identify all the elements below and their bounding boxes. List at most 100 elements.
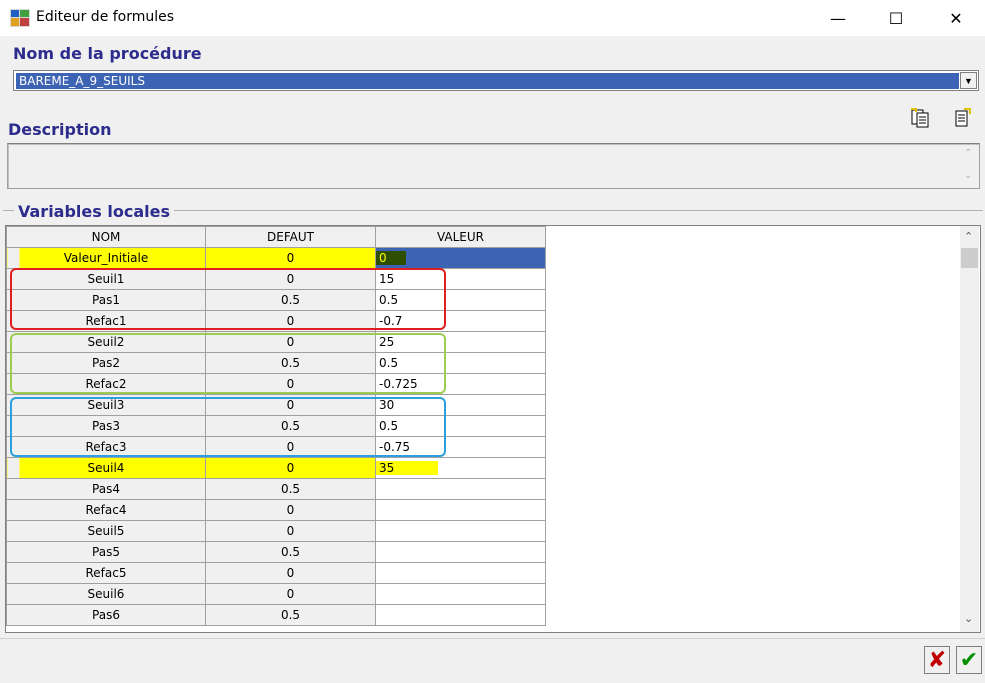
- cell-defaut[interactable]: 0.5: [205, 604, 376, 626]
- table-row[interactable]: Refac5 0: [6, 562, 546, 584]
- table-row[interactable]: Pas4 0.5: [6, 478, 546, 500]
- cell-valeur[interactable]: [375, 562, 546, 584]
- table-row[interactable]: Refac2 0 -0.725: [6, 373, 546, 395]
- cell-valeur-text: 35: [376, 461, 438, 475]
- cell-nom[interactable]: Pas4: [6, 478, 206, 500]
- table-row[interactable]: Seuil1 0 15: [6, 268, 546, 290]
- cell-valeur[interactable]: -0.7: [375, 310, 546, 332]
- cell-nom[interactable]: Refac4: [6, 499, 206, 521]
- cell-valeur[interactable]: 0.5: [375, 289, 546, 311]
- edit-document-icon[interactable]: [952, 108, 972, 128]
- table-row[interactable]: Refac4 0: [6, 499, 546, 521]
- cell-valeur[interactable]: [375, 541, 546, 563]
- app-icon: [10, 9, 30, 27]
- cell-nom[interactable]: Seuil5: [6, 520, 206, 542]
- table-row[interactable]: Pas1 0.5 0.5: [6, 289, 546, 311]
- cell-defaut[interactable]: 0.5: [205, 541, 376, 563]
- cell-nom[interactable]: Refac2: [6, 373, 206, 395]
- cancel-button[interactable]: ✘: [924, 646, 950, 674]
- cell-valeur[interactable]: 0: [375, 247, 546, 269]
- cell-valeur[interactable]: 0.5: [375, 415, 546, 437]
- minimize-button[interactable]: —: [830, 8, 846, 28]
- column-header-valeur[interactable]: VALEUR: [375, 226, 546, 248]
- table-row[interactable]: Pas6 0.5: [6, 604, 546, 626]
- scroll-up-icon[interactable]: ⌃: [964, 148, 973, 159]
- cell-defaut[interactable]: 0: [205, 373, 376, 395]
- table-row[interactable]: Valeur_Initiale 0 0: [6, 247, 546, 269]
- table-row[interactable]: Seuil4 0 35: [6, 457, 546, 479]
- table-row[interactable]: Seuil5 0: [6, 520, 546, 542]
- cell-defaut[interactable]: 0: [205, 247, 376, 269]
- cell-defaut[interactable]: 0: [205, 499, 376, 521]
- dropdown-arrow-icon[interactable]: ▼: [960, 72, 977, 89]
- cell-defaut[interactable]: 0.5: [205, 478, 376, 500]
- procedure-select[interactable]: BAREME_A_9_SEUILS ▼: [13, 70, 979, 91]
- cell-valeur[interactable]: 30: [375, 394, 546, 416]
- cell-nom[interactable]: Seuil1: [6, 268, 206, 290]
- cell-valeur[interactable]: 15: [375, 268, 546, 290]
- cell-valeur[interactable]: [375, 520, 546, 542]
- cell-valeur[interactable]: [375, 583, 546, 605]
- table-row[interactable]: Pas3 0.5 0.5: [6, 415, 546, 437]
- cell-defaut[interactable]: 0: [205, 394, 376, 416]
- cell-nom[interactable]: Refac3: [6, 436, 206, 458]
- cell-valeur[interactable]: [375, 478, 546, 500]
- cell-defaut[interactable]: 0: [205, 520, 376, 542]
- procedure-label: Nom de la procédure: [13, 44, 202, 63]
- cell-defaut[interactable]: 0.5: [205, 415, 376, 437]
- cell-defaut[interactable]: 0: [205, 268, 376, 290]
- cell-valeur[interactable]: 0.5: [375, 352, 546, 374]
- table-row[interactable]: Refac3 0 -0.75: [6, 436, 546, 458]
- cell-nom[interactable]: Pas3: [6, 415, 206, 437]
- cell-nom[interactable]: Seuil3: [6, 394, 206, 416]
- cell-defaut[interactable]: 0.5: [205, 352, 376, 374]
- cell-defaut[interactable]: 0: [205, 310, 376, 332]
- cell-defaut[interactable]: 0.5: [205, 289, 376, 311]
- cell-valeur[interactable]: 35: [375, 457, 546, 479]
- scroll-down-icon[interactable]: ⌄: [964, 170, 973, 181]
- table-row[interactable]: Pas5 0.5: [6, 541, 546, 563]
- cell-nom[interactable]: Valeur_Initiale: [6, 247, 206, 269]
- table-row[interactable]: Seuil3 0 30: [6, 394, 546, 416]
- table-row[interactable]: Seuil6 0: [6, 583, 546, 605]
- description-field[interactable]: ⌃ ⌄: [7, 143, 980, 189]
- table-row[interactable]: Refac1 0 -0.7: [6, 310, 546, 332]
- copy-formula-icon[interactable]: [910, 108, 930, 128]
- cell-defaut[interactable]: 0: [205, 331, 376, 353]
- table-row[interactable]: Pas2 0.5 0.5: [6, 352, 546, 374]
- cell-defaut[interactable]: 0: [205, 562, 376, 584]
- variables-label: Variables locales: [14, 202, 174, 221]
- groupbox-border: [3, 210, 983, 211]
- window-title: Editeur de formules: [36, 9, 175, 25]
- cell-nom[interactable]: Seuil6: [6, 583, 206, 605]
- cell-nom[interactable]: Refac1: [6, 310, 206, 332]
- cell-nom[interactable]: Pas5: [6, 541, 206, 563]
- cell-nom[interactable]: Pas6: [6, 604, 206, 626]
- ok-button[interactable]: ✔: [956, 646, 982, 674]
- cell-nom[interactable]: Seuil4: [6, 457, 206, 479]
- cell-defaut[interactable]: 0: [205, 457, 376, 479]
- cell-defaut[interactable]: 0: [205, 583, 376, 605]
- column-header-defaut[interactable]: DEFAUT: [205, 226, 376, 248]
- cell-valeur[interactable]: -0.725: [375, 373, 546, 395]
- description-scrollbar[interactable]: ⌃ ⌄: [959, 144, 979, 188]
- cell-nom[interactable]: Seuil2: [6, 331, 206, 353]
- grid-scrollbar[interactable]: ⌃ ⌄: [960, 226, 979, 632]
- cell-valeur-text: 0.5: [379, 419, 399, 433]
- close-button[interactable]: ✕: [949, 8, 963, 28]
- table-row[interactable]: Seuil2 0 25: [6, 331, 546, 353]
- variables-grid[interactable]: NOM DEFAUT VALEUR Valeur_Initiale 0 0 Seuil…: [5, 225, 981, 633]
- cell-valeur[interactable]: [375, 604, 546, 626]
- cell-valeur[interactable]: [375, 499, 546, 521]
- scroll-down-icon[interactable]: ⌄: [964, 613, 974, 625]
- cell-valeur[interactable]: -0.75: [375, 436, 546, 458]
- cell-defaut[interactable]: 0: [205, 436, 376, 458]
- column-header-nom[interactable]: NOM: [6, 226, 206, 248]
- cell-valeur[interactable]: 25: [375, 331, 546, 353]
- cell-nom[interactable]: Pas2: [6, 352, 206, 374]
- maximize-button[interactable]: ☐: [888, 8, 904, 28]
- scroll-up-icon[interactable]: ⌃: [964, 231, 974, 243]
- scroll-thumb[interactable]: [961, 248, 978, 268]
- cell-nom[interactable]: Refac5: [6, 562, 206, 584]
- cell-nom[interactable]: Pas1: [6, 289, 206, 311]
